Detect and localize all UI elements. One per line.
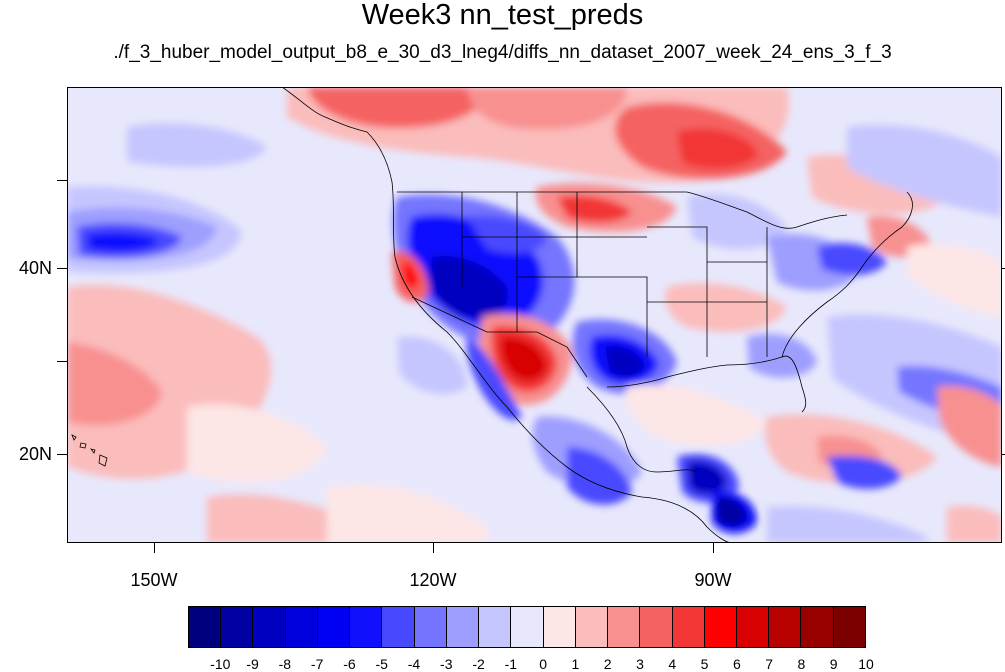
colorbar-tick-label: 1 [571, 656, 580, 672]
colorbar-swatch [446, 607, 480, 647]
colorbar-swatch [221, 607, 254, 647]
lat-tick [1001, 268, 1005, 269]
colorbar-swatch [575, 607, 609, 647]
coastlines [281, 87, 913, 543]
lon-tick [154, 543, 155, 553]
lon-label-90w: 90W [694, 570, 732, 590]
colorbar-swatch [285, 607, 318, 647]
colorbar-swatch [543, 607, 576, 647]
anomaly-field [67, 87, 1002, 543]
lon-label-120w: 120W [409, 570, 457, 590]
colorbar-tick-label: 10 [858, 656, 874, 672]
colorbar-swatch [414, 607, 447, 647]
colorbar-tick-label: 2 [603, 656, 612, 672]
colorbar-swatch [189, 607, 222, 647]
colorbar-tick-label: 5 [700, 656, 709, 672]
colorbar-swatch [801, 607, 834, 647]
colorbar-swatch [382, 607, 415, 647]
colorbar-tick-label: 9 [829, 656, 838, 672]
lat-tick [57, 180, 67, 181]
lat-tick [57, 454, 67, 455]
colorbar-tick-label: 3 [636, 656, 644, 672]
colorbar-tick-label: 0 [539, 656, 548, 672]
colorbar-swatch [833, 607, 865, 647]
colorbar-tick-label: 8 [797, 656, 806, 672]
lat-tick [57, 361, 67, 362]
hawaii-islands [71, 434, 108, 467]
colorbar-tick-label: -9 [246, 656, 259, 672]
colorbar-swatch [672, 607, 705, 647]
colorbar-swatch [736, 607, 770, 647]
colorbar-swatch [511, 607, 544, 647]
lon-tick [713, 543, 714, 553]
colorbar-swatch [704, 607, 737, 647]
colorbar-tick-label: -10 [210, 656, 231, 672]
colorbar-tick-label: -3 [440, 656, 453, 672]
lat-tick [57, 268, 67, 269]
colorbar-swatch [317, 607, 351, 647]
colorbar-tick-label: -2 [472, 656, 485, 672]
colorbar-swatch [769, 607, 802, 647]
colorbar-swatch [608, 607, 641, 647]
colorbar [188, 606, 866, 648]
colorbar-tick-label: -5 [375, 656, 388, 672]
colorbar-tick-label: 4 [668, 656, 677, 672]
colorbar-tick-label: 7 [765, 656, 774, 672]
anomaly-map [67, 87, 1002, 543]
lon-tick [433, 543, 434, 553]
colorbar-swatch [253, 607, 286, 647]
lat-tick [1001, 454, 1005, 455]
plot-title: Week3 nn_test_preds [361, 0, 644, 31]
colorbar-swatch [479, 607, 512, 647]
lon-label-150w: 150W [130, 570, 178, 590]
colorbar-tick-label: -1 [504, 656, 518, 672]
plot-subtitle: ./f_3_huber_model_output_b8_e_30_d3_lneg… [113, 42, 892, 63]
colorbar-swatch [350, 607, 383, 647]
lat-label-20n: 20N [18, 444, 52, 464]
colorbar-tick-label: -6 [343, 656, 356, 672]
colorbar-swatch [640, 607, 673, 647]
colorbar-tick-label: -4 [407, 656, 421, 672]
colorbar-tick-label: 6 [732, 656, 741, 672]
lat-label-40n: 40N [18, 258, 52, 278]
colorbar-tick-label: -8 [278, 656, 292, 672]
colorbar-tick-label: -7 [310, 656, 324, 672]
